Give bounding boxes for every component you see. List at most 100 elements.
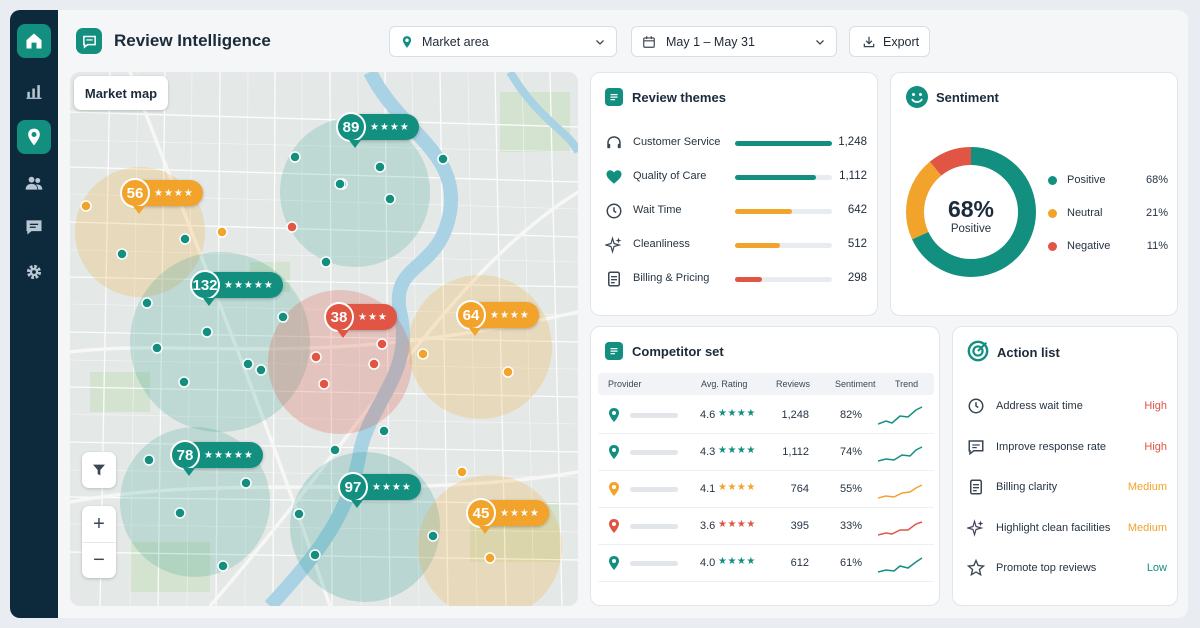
document-icon	[608, 271, 620, 287]
table-row[interactable]: 4.3 ★★★★ 1,112 74%	[598, 435, 934, 471]
pin-stars: ★★★★	[500, 507, 540, 519]
avg-rating: 4.0	[700, 557, 716, 569]
theme-bar-track	[735, 209, 832, 214]
location-pin-icon	[28, 128, 40, 146]
map-pin[interactable]: 132 ★★★★★	[190, 270, 283, 306]
market-area-value: Market area	[422, 34, 489, 49]
map-filter-button[interactable]	[82, 452, 116, 488]
page-title: Review Intelligence	[114, 31, 271, 50]
sidebar-item-people[interactable]	[17, 166, 51, 200]
table-row[interactable]: 4.0 ★★★★ 612 61%	[598, 546, 934, 582]
sidebar-item-home[interactable]	[17, 24, 51, 58]
map-zoom-controls: + −	[82, 506, 116, 578]
table-row[interactable]: 4.6 ★★★★ 1,248 82%	[598, 398, 934, 434]
bar-chart-icon	[26, 85, 42, 99]
map-pin[interactable]: 38 ★★★	[324, 302, 397, 338]
sparkle-icon	[605, 236, 622, 254]
market-map[interactable]: Market map 89 ★★★★ 56 ★★★★ 132 ★★★★★ 38 ★★★ 64 ★★…	[70, 72, 578, 606]
pin-score: 38	[324, 302, 354, 332]
document-icon	[970, 479, 982, 495]
legend-label: Positive	[1067, 174, 1106, 186]
list-icon	[605, 342, 623, 360]
competitor-table-header: Provider Avg. Rating Reviews Sentiment T…	[598, 373, 934, 395]
col-trend: Trend	[895, 379, 919, 389]
pin-stars: ★★★★★	[224, 279, 274, 291]
chat-icon	[82, 35, 96, 49]
sidebar-item-messages[interactable]	[17, 210, 51, 244]
action-item[interactable]: Improve response rate High	[967, 438, 1167, 458]
theme-row[interactable]: Quality of Care 1,112	[605, 167, 867, 187]
sentiment-percent: 74%	[839, 446, 862, 458]
sentiment-donut	[906, 147, 1036, 277]
map-pin[interactable]: 78 ★★★★★	[170, 440, 263, 476]
location-pin-icon	[609, 408, 619, 422]
action-label: Promote top reviews	[996, 562, 1097, 574]
action-item[interactable]: Billing clarity Medium	[967, 478, 1167, 498]
provider-name-placeholder	[630, 450, 678, 455]
legend-label: Negative	[1067, 240, 1111, 252]
sentiment-slice-neutral[interactable]	[906, 147, 1036, 277]
sidebar-item-locations[interactable]	[17, 120, 51, 154]
priority-badge: Low	[1146, 562, 1167, 574]
sidebar-item-settings[interactable]	[17, 255, 51, 289]
sentiment-slice-negative[interactable]	[906, 147, 1036, 277]
download-icon	[863, 36, 875, 47]
col-provider: Provider	[608, 379, 642, 389]
map-pin[interactable]: 45 ★★★★	[466, 498, 549, 534]
provider-name-placeholder	[630, 487, 678, 492]
action-item[interactable]: Highlight clean facilities Medium	[967, 518, 1167, 539]
trend-sparkline	[878, 446, 923, 462]
avg-rating: 4.3	[700, 446, 716, 458]
action-list-title: Action list	[997, 345, 1060, 360]
map-label: Market map	[74, 76, 168, 110]
pin-tail	[203, 298, 215, 306]
theme-count: 1,248	[838, 136, 867, 148]
trend-sparkline	[878, 484, 923, 499]
theme-bar-fill	[735, 175, 816, 180]
chat-icon	[968, 439, 984, 455]
users-icon	[25, 176, 43, 190]
date-range-value: May 1 – May 31	[666, 34, 755, 49]
export-button[interactable]: Export	[849, 26, 930, 57]
pin-stars: ★★★★	[370, 121, 410, 133]
list-icon	[605, 88, 623, 106]
avg-rating: 4.1	[700, 483, 716, 495]
theme-row[interactable]: Billing & Pricing 298	[605, 269, 867, 289]
zoom-in-button[interactable]: +	[93, 512, 105, 535]
pin-tail	[133, 206, 145, 214]
review-count: 1,248	[781, 409, 809, 421]
theme-bar-fill	[735, 243, 780, 248]
sparkle-icon	[967, 518, 984, 537]
theme-count: 642	[847, 204, 867, 216]
map-background	[70, 72, 578, 606]
action-item[interactable]: Promote top reviews Low	[967, 559, 1167, 579]
map-pin[interactable]: 89 ★★★★	[336, 112, 419, 148]
pin-score: 64	[456, 300, 486, 330]
review-count: 612	[790, 557, 809, 569]
theme-row[interactable]: Cleanliness 512	[605, 235, 867, 255]
legend-dot	[1048, 209, 1057, 218]
map-pin[interactable]: 97 ★★★★	[338, 472, 421, 508]
priority-badge: High	[1144, 440, 1167, 453]
map-pin[interactable]: 64 ★★★★	[456, 300, 539, 336]
sidebar-item-analytics[interactable]	[17, 74, 51, 108]
review-themes-card: Review themes Customer Service 1,248 Quali…	[590, 72, 878, 316]
theme-label: Wait Time	[633, 204, 682, 216]
table-row[interactable]: 4.1 ★★★★ 764 55%	[598, 472, 934, 508]
zoom-out-button[interactable]: −	[82, 542, 116, 578]
date-range-select[interactable]: May 1 – May 31	[631, 26, 837, 57]
pin-score: 132	[190, 270, 220, 300]
pin-stars: ★★★★	[490, 309, 530, 321]
market-area-select[interactable]: Market area	[389, 26, 617, 57]
chevron-down-icon	[816, 40, 824, 45]
theme-row[interactable]: Wait Time 642	[605, 201, 867, 221]
map-pin[interactable]: 56 ★★★★	[120, 178, 203, 214]
trend-sparkline	[878, 557, 923, 573]
priority-badge: Medium	[1127, 481, 1167, 493]
action-item[interactable]: Address wait time High	[967, 397, 1167, 417]
theme-count: 298	[847, 272, 867, 284]
table-row[interactable]: 3.6 ★★★★ 395 33%	[598, 509, 934, 545]
sentiment-legend-item: Neutral 21%	[1048, 206, 1168, 222]
theme-row[interactable]: Customer Service 1,248	[605, 133, 867, 153]
sentiment-title: Sentiment	[936, 90, 999, 105]
